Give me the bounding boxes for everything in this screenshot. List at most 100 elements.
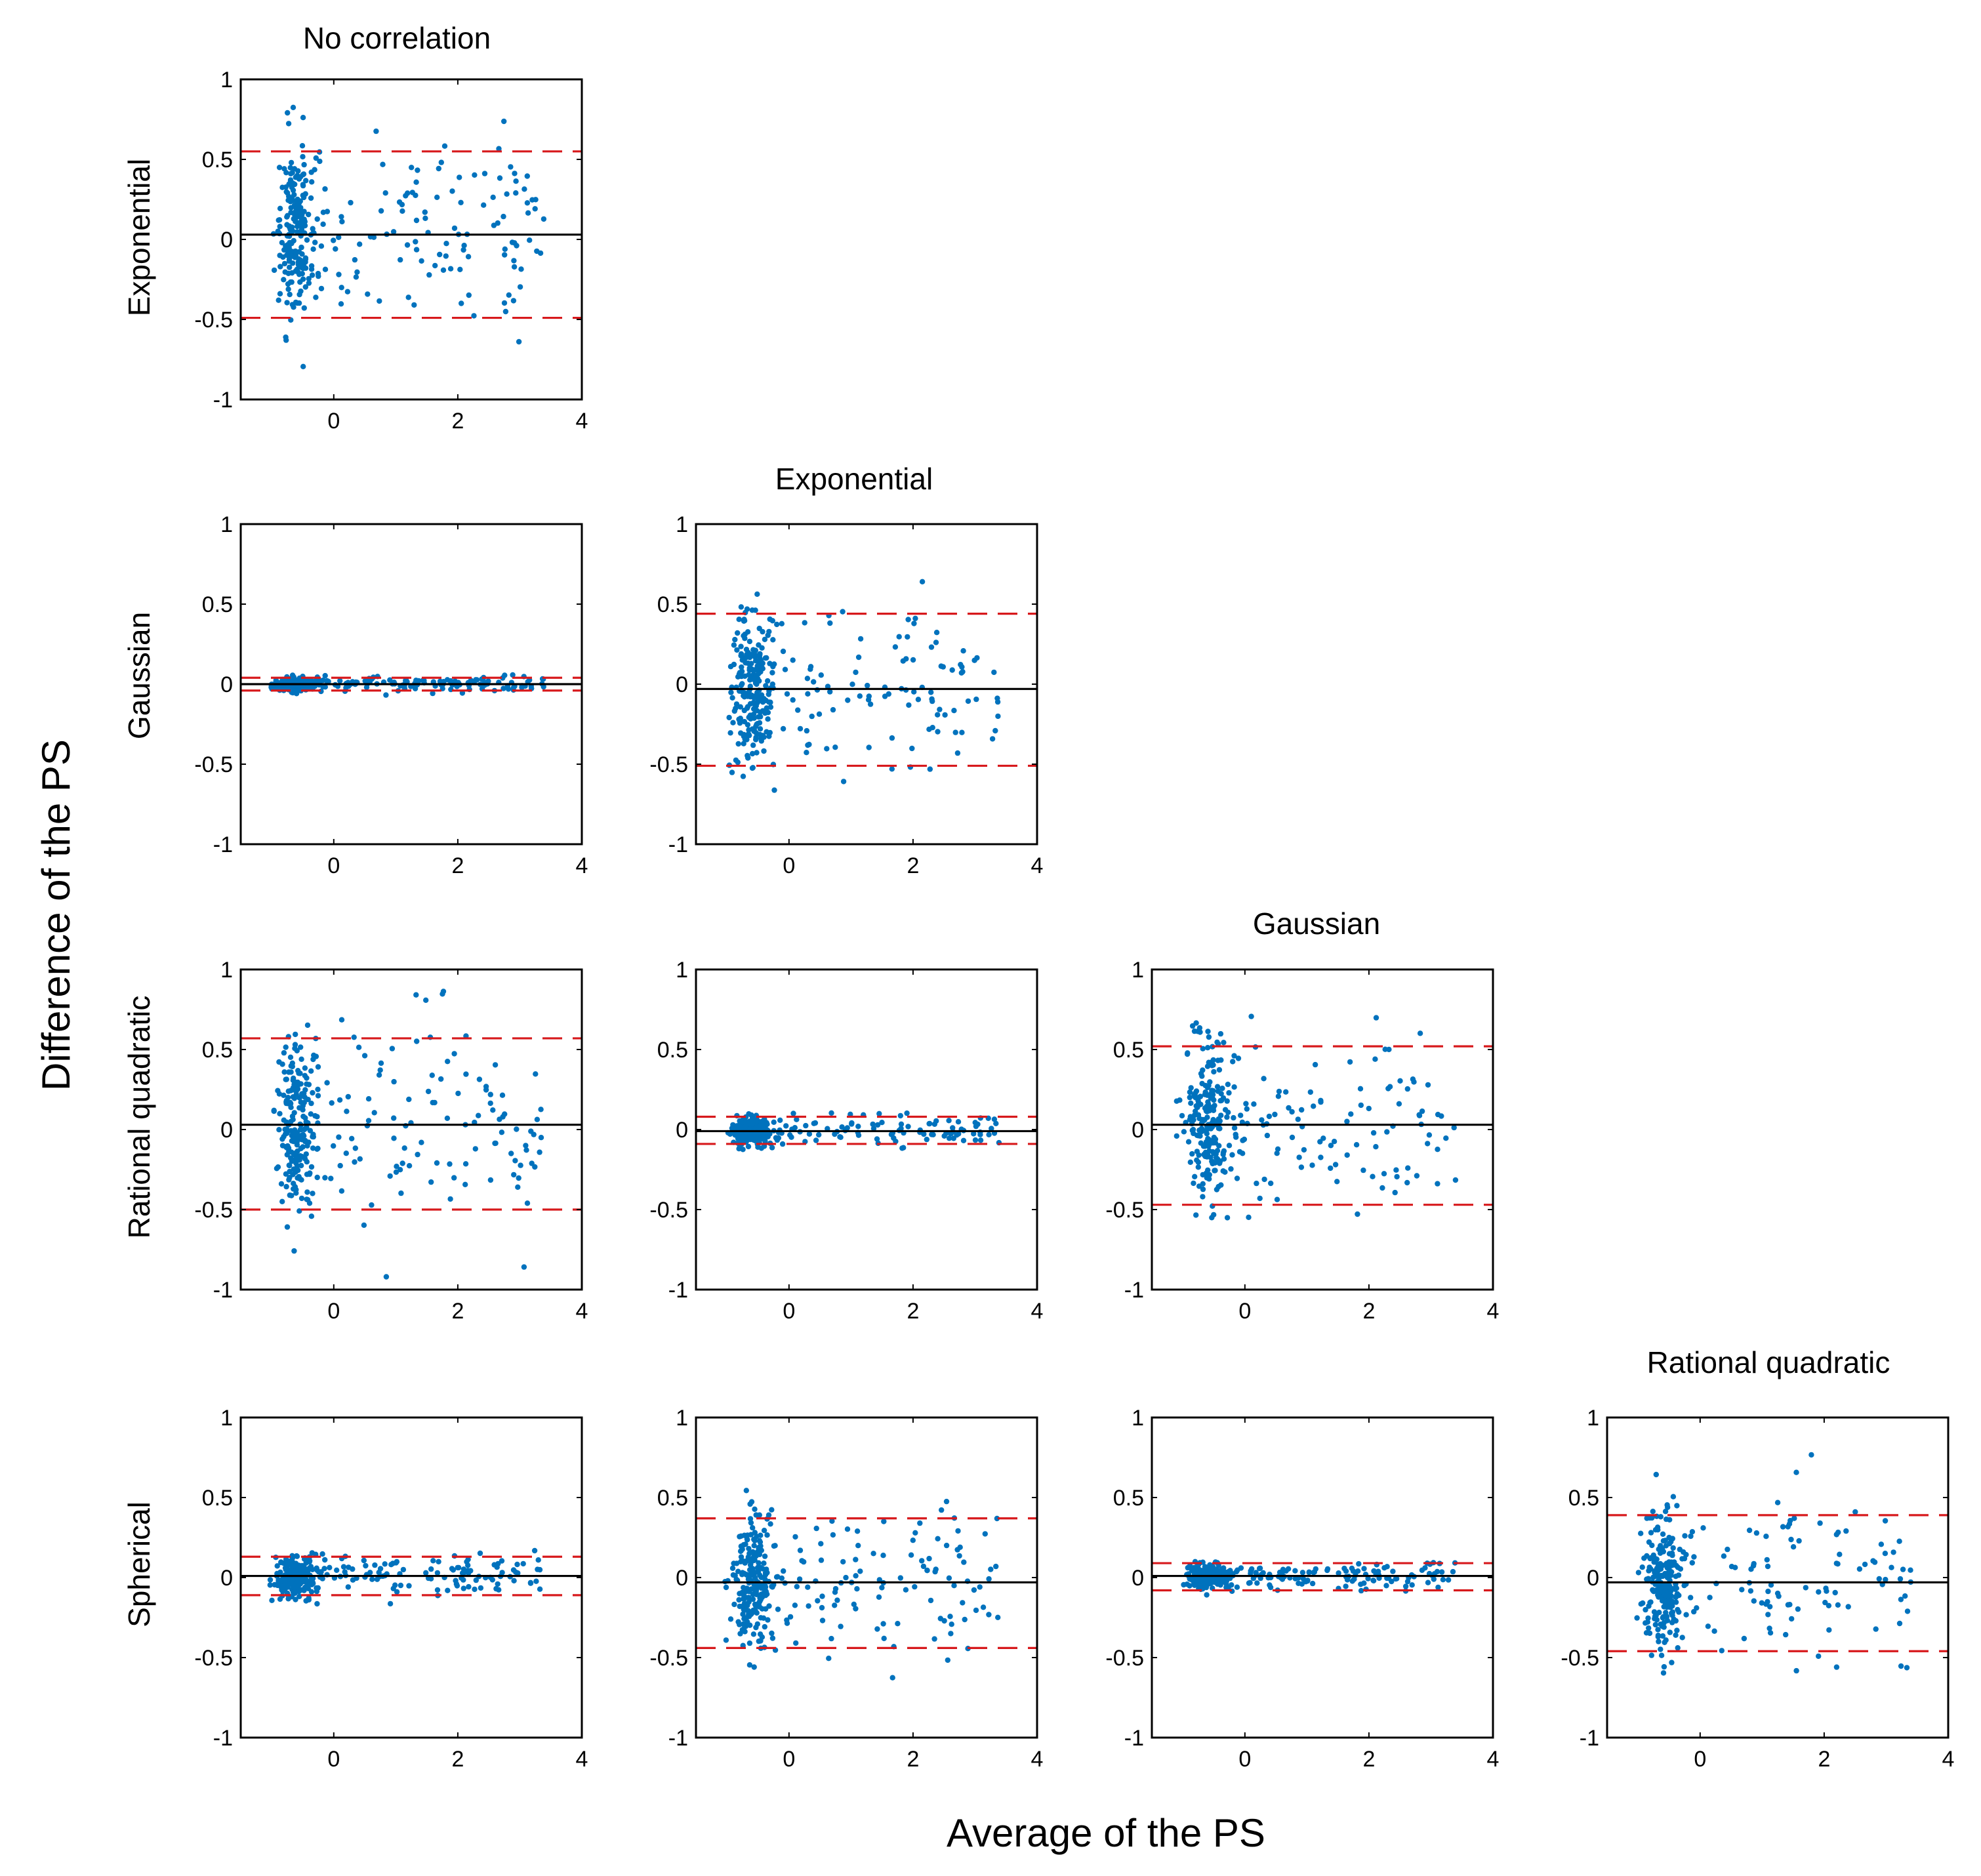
data-point — [1318, 1097, 1324, 1104]
data-point — [1353, 1142, 1360, 1148]
data-point — [938, 663, 945, 669]
data-point — [1219, 1086, 1225, 1091]
data-point — [750, 1555, 756, 1562]
data-point — [1665, 1602, 1671, 1608]
data-point — [1392, 1189, 1398, 1196]
data-point — [1660, 1549, 1666, 1555]
y-tick-label: 0 — [1132, 1118, 1144, 1143]
data-point — [1833, 1664, 1840, 1670]
data-point — [301, 1090, 307, 1096]
data-point — [532, 206, 538, 212]
data-point — [459, 1570, 466, 1576]
data-point — [845, 697, 851, 703]
data-point — [399, 1160, 405, 1166]
data-point — [740, 1135, 746, 1141]
data-point — [283, 1076, 289, 1082]
data-point — [281, 166, 287, 172]
data-point — [840, 779, 847, 785]
data-point — [373, 128, 379, 134]
data-point — [782, 666, 788, 672]
y-tick-label: 0 — [220, 1566, 233, 1591]
data-point — [1214, 1148, 1221, 1154]
data-point — [730, 720, 736, 725]
data-point — [829, 1518, 835, 1524]
data-point — [275, 1164, 281, 1170]
data-point — [1239, 1119, 1246, 1126]
data-point — [307, 1128, 314, 1133]
data-point — [755, 670, 762, 677]
data-point — [288, 1088, 294, 1093]
data-point — [281, 1133, 287, 1140]
data-point — [1677, 1566, 1684, 1572]
data-point — [1344, 1152, 1350, 1158]
data-point — [1741, 1635, 1747, 1642]
data-point — [752, 1506, 758, 1512]
y-tick-label: -0.5 — [649, 1646, 688, 1671]
y-tick-label: -0.5 — [194, 752, 233, 777]
data-point — [1196, 1115, 1202, 1122]
data-point — [977, 1584, 983, 1590]
data-point — [767, 704, 774, 710]
data-point — [288, 159, 295, 166]
data-point — [514, 1126, 520, 1132]
data-point — [1216, 1067, 1223, 1073]
y-tick-label: 0.5 — [202, 1038, 233, 1063]
data-point — [310, 226, 316, 232]
data-point — [1425, 1082, 1431, 1088]
data-point — [338, 1188, 345, 1194]
data-point — [295, 300, 300, 306]
data-point — [951, 708, 957, 714]
data-point — [1210, 1057, 1216, 1063]
x-tick-label: 4 — [576, 1747, 588, 1772]
data-point — [948, 1631, 954, 1637]
data-point — [304, 1075, 310, 1081]
data-point — [1658, 1621, 1664, 1627]
data-point — [1673, 1562, 1679, 1568]
data-point — [361, 1053, 368, 1059]
data-point — [853, 669, 859, 676]
data-point — [763, 697, 769, 704]
x-tick-label: 4 — [1487, 1299, 1500, 1324]
data-point — [838, 1623, 844, 1629]
data-point — [382, 190, 388, 196]
data-point — [857, 693, 863, 699]
data-point — [1179, 1112, 1185, 1119]
data-point — [434, 1587, 441, 1593]
data-point — [749, 765, 756, 771]
data-point — [905, 634, 910, 640]
data-point — [369, 1576, 375, 1582]
data-point — [284, 1152, 290, 1158]
data-point — [775, 1574, 781, 1580]
data-point — [1765, 1563, 1771, 1570]
data-point — [312, 1112, 318, 1119]
data-point — [832, 744, 838, 750]
panel-1-0: -1 -0.5 0 0.5 1 0 2 4 — [194, 512, 588, 878]
data-point — [430, 1558, 436, 1564]
data-point — [950, 1135, 957, 1141]
data-point — [787, 1614, 794, 1620]
data-point — [1902, 1593, 1908, 1599]
data-point — [308, 1111, 314, 1117]
data-point — [972, 1137, 979, 1143]
data-point — [293, 1169, 298, 1175]
data-point — [367, 1570, 373, 1576]
data-point — [1882, 1551, 1889, 1557]
data-point — [929, 698, 935, 704]
data-point — [300, 1103, 306, 1109]
data-point — [1235, 1055, 1242, 1061]
data-point — [315, 1093, 321, 1099]
data-point — [1231, 1084, 1237, 1090]
x-tick-label: 0 — [1238, 1299, 1251, 1324]
y-tick-label: 1 — [220, 68, 233, 92]
data-point — [487, 1100, 493, 1107]
data-point — [313, 155, 319, 161]
data-point — [1305, 1578, 1311, 1584]
data-point — [1360, 1167, 1366, 1173]
data-point — [338, 285, 344, 291]
data-point — [328, 1175, 334, 1181]
data-point — [736, 1597, 742, 1603]
data-point — [1210, 1105, 1217, 1111]
data-point — [537, 1586, 543, 1592]
column-titles: No correlation Exponential Gaussian Rati… — [303, 21, 1890, 1379]
data-point — [300, 1107, 306, 1113]
